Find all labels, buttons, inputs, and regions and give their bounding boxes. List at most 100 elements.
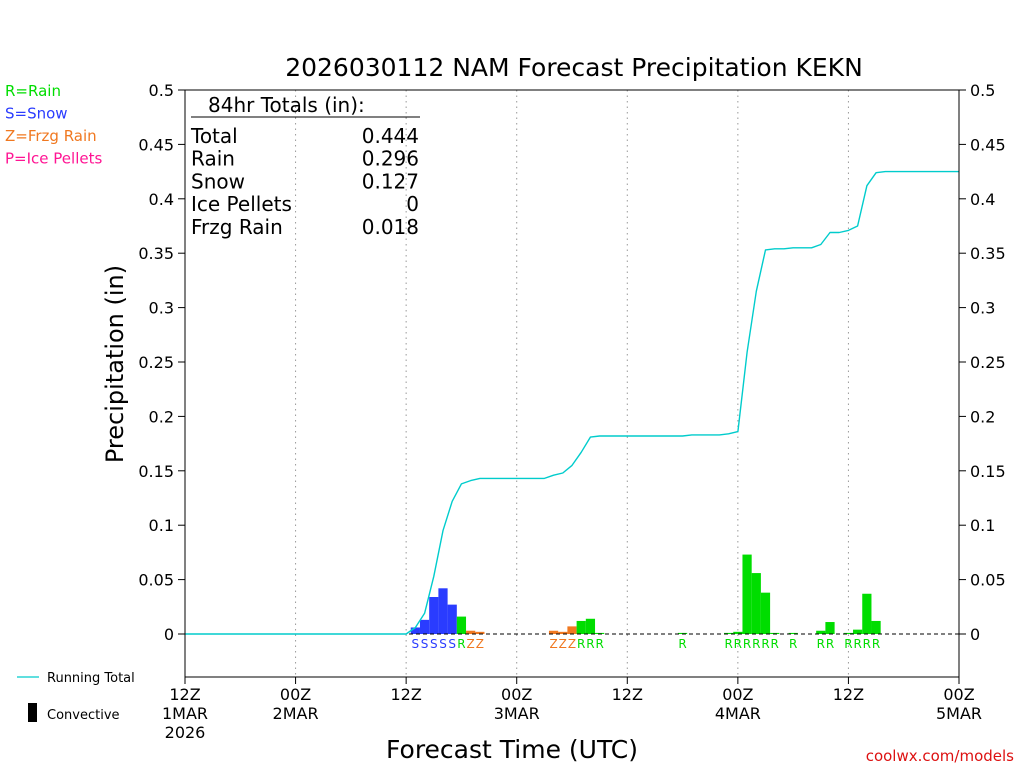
type-letter-44h: R: [586, 637, 594, 651]
precip-bar-62h: [751, 573, 761, 634]
ytick-label-right-10: 0.5: [970, 81, 995, 100]
ytick-label-left-8: 0.4: [149, 190, 174, 209]
type-letter-72h: R: [844, 637, 852, 651]
precip-bar-70h: [825, 622, 835, 634]
totals-label-2: Snow: [191, 169, 245, 193]
legend-snow: S=Snow: [5, 105, 68, 123]
credit-text: coolwx.com/models: [866, 747, 1014, 765]
ytick-label-right-2: 0.1: [970, 516, 995, 535]
type-letter-30h: R: [457, 637, 465, 651]
xtick-label-0-line-2: 2026: [165, 723, 206, 742]
totals-value-4: 0.018: [362, 215, 419, 239]
type-letter-64h: R: [771, 637, 779, 651]
type-letter-31h: Z: [467, 637, 475, 651]
type-letter-28h: S: [439, 637, 447, 651]
totals-box: 84hr Totals (in): Total 0.444 Rain 0.296 Sno…: [190, 93, 420, 239]
type-letter-59h: R: [724, 637, 732, 651]
ytick-label-left-10: 0.5: [149, 81, 174, 100]
xtick-label-1-line-1: 2MAR: [273, 704, 319, 723]
precip-bar-30h: [456, 616, 467, 634]
y-axis-label: Precipitation (in): [101, 265, 129, 463]
ytick-label-left-7: 0.35: [138, 244, 174, 263]
precip-bar-28h: [438, 588, 448, 634]
type-letter-43h: R: [577, 637, 585, 651]
running-total-line: [185, 170, 959, 635]
totals-rows: Total 0.444 Rain 0.296 Snow 0.127 Ice Pellets 0…: [190, 124, 419, 239]
type-letter-26h: S: [421, 637, 429, 651]
ytick-label-right-1: 0.05: [970, 571, 1006, 590]
type-letter-61h: R: [743, 637, 751, 651]
xtick-label-0-line-0: 12Z: [169, 685, 200, 704]
precip-bar-43h: [576, 620, 586, 634]
type-letter-70h: R: [826, 637, 834, 651]
precip-bar-42h: [567, 626, 577, 634]
ytick-label-right-7: 0.35: [970, 244, 1006, 263]
type-letter-25h: S: [412, 637, 420, 651]
type-letter-45h: R: [595, 637, 603, 651]
ytick-label-left-5: 0.25: [138, 353, 174, 372]
precip-bar-54h: [677, 632, 688, 634]
precip-bar-32h: [475, 631, 485, 634]
totals-label-4: Frzg Rain: [191, 215, 283, 239]
precip-bar-75h: [871, 620, 881, 634]
ytick-label-right-8: 0.4: [970, 190, 995, 209]
ytick-label-left-1: 0.05: [138, 571, 174, 590]
totals-value-0: 0.444: [362, 124, 419, 148]
totals-value-1: 0.296: [362, 147, 419, 171]
running-total-legend-label: Running Total: [47, 671, 135, 686]
precip-type-legend: R=Rain S=Snow Z=Frzg Rain P=Ice Pellets: [5, 82, 102, 168]
chart-title: 2026030112 NAM Forecast Precipitation KE…: [285, 53, 863, 82]
type-letter-66h: R: [789, 637, 797, 651]
ytick-label-left-0: 0: [164, 625, 174, 644]
type-letter-60h: R: [734, 637, 742, 651]
ytick-label-left-4: 0.2: [149, 407, 174, 426]
xtick-label-0-line-1: 1MAR: [162, 704, 208, 723]
precip-bar-29h: [447, 604, 457, 634]
precip-bar-63h: [760, 592, 771, 634]
legend-frzg_rain: Z=Frzg Rain: [5, 127, 97, 145]
precip-bar-72h: [843, 632, 854, 634]
ytick-label-right-3: 0.15: [970, 462, 1006, 481]
type-letter-73h: R: [853, 637, 861, 651]
precip-bar-31h: [466, 630, 476, 634]
precip-bar-59h: [724, 632, 734, 634]
precip-bar-26h: [419, 619, 430, 634]
precip-bar-73h: [853, 629, 863, 634]
precip-bar-41h: [558, 631, 568, 634]
ytick-label-right-0: 0: [970, 625, 980, 644]
type-letter-41h: Z: [559, 637, 567, 651]
totals-label-1: Rain: [191, 147, 235, 171]
precip-bar-40h: [548, 630, 559, 634]
type-letter-54h: R: [678, 637, 686, 651]
running-total-polyline: [185, 170, 959, 635]
precip-bar-60h: [733, 631, 743, 634]
ytick-label-right-4: 0.2: [970, 407, 995, 426]
xtick-label-4-line-0: 12Z: [612, 685, 643, 704]
precip-bar-74h: [862, 593, 872, 634]
precip-bar-69h: [816, 630, 826, 634]
type-letter-75h: R: [872, 637, 880, 651]
type-letter-74h: R: [863, 637, 871, 651]
precip-bar-66h: [788, 632, 798, 634]
xtick-label-5-line-0: 00Z: [722, 685, 753, 704]
ytick-label-right-9: 0.45: [970, 135, 1006, 154]
y-axes: 0 0 0.05 0.05 0.1 0.1 0.15 0.15 0.2 0.2 0.25 0.25 0.…: [138, 81, 1005, 644]
totals-title: 84hr Totals (in):: [208, 93, 365, 117]
type-letter-32h: Z: [476, 637, 484, 651]
ytick-label-left-3: 0.15: [138, 462, 174, 481]
x-axis-label: Forecast Time (UTC): [386, 735, 638, 764]
totals-label-0: Total: [190, 124, 238, 148]
ytick-label-right-6: 0.3: [970, 299, 995, 318]
type-letter-63h: R: [761, 637, 769, 651]
type-letter-40h: Z: [549, 637, 557, 651]
legend-rain: R=Rain: [5, 82, 61, 100]
precip-bar-44h: [585, 618, 596, 634]
precip-bar-27h: [429, 597, 439, 634]
precip-bar-25h: [410, 627, 420, 634]
ytick-label-left-2: 0.1: [149, 516, 174, 535]
legend-ice_pellets: P=Ice Pellets: [5, 150, 102, 168]
xtick-label-5-line-1: 4MAR: [715, 704, 761, 723]
